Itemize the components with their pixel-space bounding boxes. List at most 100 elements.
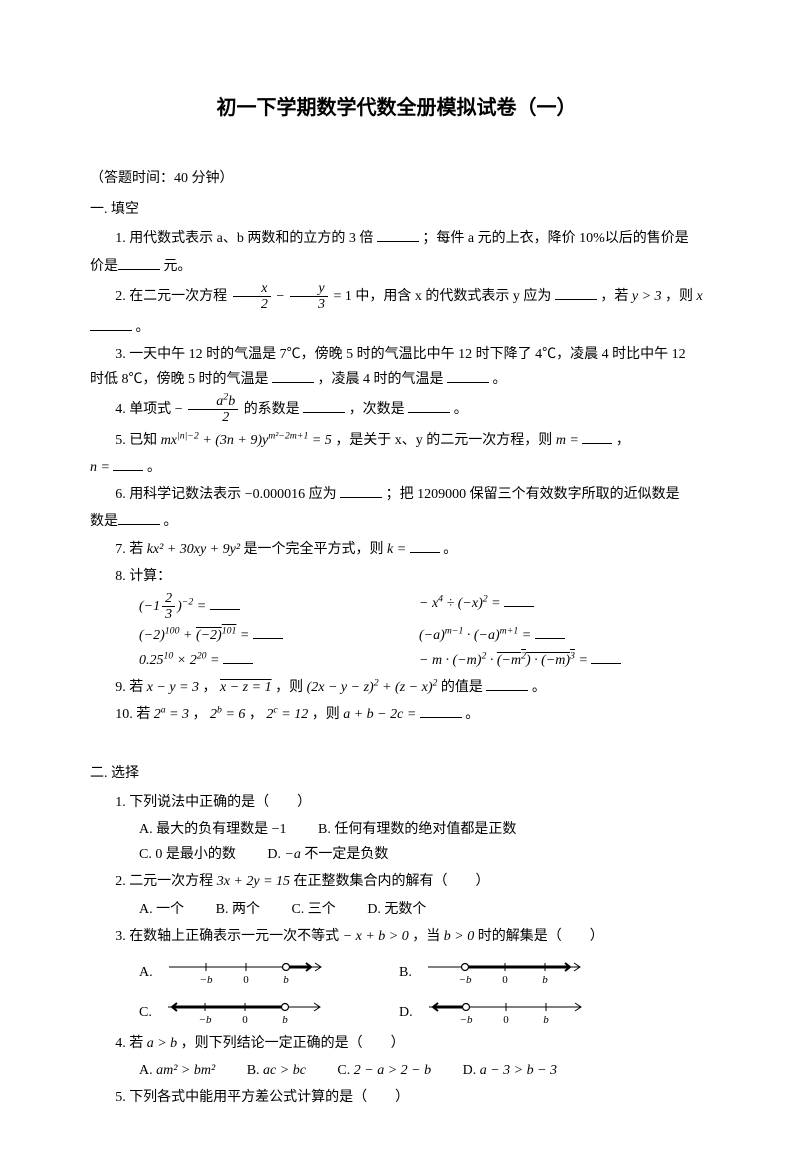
blank — [555, 285, 597, 300]
s2q4: 4. 若 a > b ，则下列结论一定正确的是（ ） — [90, 1031, 703, 1056]
q9-text-e: 。 — [532, 680, 546, 695]
q5-cont: n = 。 — [90, 455, 703, 480]
label-d: D. — [399, 1000, 413, 1025]
q9: 9. 若 x − y = 3 ， x − z = 1 ，则 (2x − y − … — [90, 675, 703, 700]
q8-r3: − m · (−m)2 · (−m2) · (−m)3 = — [419, 648, 703, 673]
svg-text:b: b — [543, 1014, 549, 1025]
q2-text-c: ，若 — [600, 289, 632, 304]
label-b: B. — [399, 960, 412, 985]
svg-text:−b: −b — [199, 974, 212, 985]
q10: 10. 若 2a = 3 ， 2b = 6 ， 2c = 12 ，则 a + b… — [90, 702, 703, 727]
q8-row1: (−123)−2 = − x4 ÷ (−x)2 = — [139, 591, 703, 623]
blank — [410, 538, 440, 553]
q6: 6. 用科学记数法表示 −0.000016 应为 ；把 1209000 保留三个… — [90, 482, 703, 507]
q8-row3: 0.2510 × 220 = − m · (−m)2 · (−m2) · (−m… — [139, 648, 703, 673]
opt-a: A. 一个 — [139, 897, 184, 922]
q6-text-d: 。 — [164, 514, 178, 529]
q4-text-a: 4. 单项式 — [115, 402, 175, 417]
q8-r1: − x4 ÷ (−x)2 = — [419, 591, 703, 623]
q2-cont: 。 — [90, 315, 703, 340]
opt-b: B. ac > bc — [247, 1058, 306, 1083]
s2q4-b: ，则下列结论一定正确的是（ ） — [181, 1036, 405, 1051]
s2q2-a: 2. 二元一次方程 — [115, 874, 217, 889]
svg-text:0: 0 — [503, 1014, 509, 1025]
blank — [272, 368, 314, 383]
q2-text-e: 。 — [136, 320, 150, 335]
svg-text:−b: −b — [198, 1014, 211, 1025]
blank — [340, 483, 382, 498]
q7-text-a: 7. 若 — [115, 542, 147, 557]
svg-text:0: 0 — [243, 974, 249, 985]
math: b > 0 — [444, 929, 474, 944]
math: 2b = 6 — [210, 707, 245, 722]
math: mx|n|−2 + (3n + 9)ym²−2m+1 = 5 — [161, 433, 332, 448]
opt-c: C. 0 是最小的数 — [139, 842, 236, 867]
q10-text-d: ，则 — [312, 707, 344, 722]
q3-text-b: ，凌晨 4 时的气温是 — [318, 372, 444, 387]
q8-l1: (−123)−2 = — [139, 591, 419, 623]
math-frac: a2b2 — [188, 394, 238, 426]
svg-text:−b: −b — [459, 1014, 472, 1025]
numberline-d-icon: −b 0 b — [421, 991, 591, 1025]
q2-text-b: 中，用含 x 的代数式表示 y 应为 — [355, 289, 551, 304]
s2q5: 5. 下列各式中能用平方差公式计算的是（ ） — [90, 1085, 703, 1110]
opt-c: C. 2 − a > 2 − b — [337, 1058, 431, 1083]
math-frac: x2 — [233, 281, 271, 313]
math: −0.000016 — [245, 487, 305, 502]
q3-text-c: 。 — [493, 372, 507, 387]
q6-cont: 数是 。 — [90, 509, 703, 534]
q4-text-b: 的系数是 — [244, 402, 300, 417]
s2q4-opts: A. am² > bm² B. ac > bc C. 2 − a > 2 − b… — [139, 1058, 703, 1083]
svg-text:b: b — [542, 974, 548, 985]
label-c: C. — [139, 1000, 152, 1025]
page-title: 初一下学期数学代数全册模拟试卷（一） — [90, 90, 703, 126]
blank — [447, 368, 489, 383]
math: x − z = 1 — [220, 680, 272, 695]
blank — [377, 227, 419, 242]
s2q3-row1: A. −b0b B. −b0b — [139, 951, 703, 985]
s2q3-row2: C. −b 0 b D. −b 0 b — [139, 991, 703, 1025]
svg-text:b: b — [283, 974, 289, 985]
q8-row2: (−2)100 + (−2)101 = (−a)m−1 · (−a)m+1 = — [139, 623, 703, 648]
opt-a: A. 最大的负有理数是 −1 — [139, 817, 287, 842]
opt-d: D. −a 不一定是负数 — [267, 842, 388, 867]
svg-text:0: 0 — [502, 974, 508, 985]
opt-b: B. 两个 — [216, 897, 260, 922]
q5: 5. 已知 mx|n|−2 + (3n + 9)ym²−2m+1 = 5 ，是关… — [90, 428, 703, 453]
q4-text-d: 。 — [454, 402, 468, 417]
opt-d: D. 无数个 — [367, 897, 426, 922]
math: 3x + 2y = 15 — [217, 874, 290, 889]
svg-text:−b: −b — [458, 974, 471, 985]
q9-text-c: ，则 — [275, 680, 307, 695]
q7-text-c: 。 — [443, 542, 457, 557]
q6-text-c: ；把 1209000 保留三个有效数字所取的近似数是 — [386, 487, 680, 502]
blank — [90, 316, 132, 331]
minus: − — [276, 289, 284, 304]
section-2-head: 二. 选择 — [90, 761, 703, 786]
q4: 4. 单项式 − a2b2 的系数是 ，次数是 。 — [90, 394, 703, 426]
q9-text-d: 的值是 — [441, 680, 483, 695]
q1: 1. 用代数式表示 a、b 两数和的立方的 3 倍 ；每件 a 元的上衣，降价 … — [90, 226, 703, 251]
q6-text-a: 6. 用科学记数法表示 — [115, 487, 245, 502]
blank — [118, 255, 160, 270]
q7-text-b: 是一个完全平方式，则 — [244, 542, 388, 557]
opt-b: B. 任何有理数的绝对值都是正数 — [318, 817, 516, 842]
q2: 2. 在二元一次方程 x2 − y3 = 1 中，用含 x 的代数式表示 y 应… — [90, 281, 703, 313]
blank — [420, 703, 462, 718]
math: (2x − y − z)2 + (z − x)2 — [307, 680, 438, 695]
opt-d: D. a − 3 > b − 3 — [463, 1058, 557, 1083]
s2q3-b: ，当 — [412, 929, 444, 944]
blank — [113, 456, 143, 471]
svg-text:0: 0 — [242, 1014, 248, 1025]
math: x − y = 3 — [147, 680, 199, 695]
q5-text-c: ， — [616, 433, 630, 448]
q8-l3: 0.2510 × 220 = — [139, 648, 419, 673]
q2-text-d: ，则 — [665, 289, 697, 304]
math: m = — [556, 433, 579, 448]
q5-text-d: 。 — [147, 460, 161, 475]
math: a + b − 2c = — [343, 707, 416, 722]
q10-text-a: 10. 若 — [115, 707, 154, 722]
numberline-a-icon: −b 0 b — [161, 951, 331, 985]
s2q3-a: 3. 在数轴上正确表示一元一次不等式 — [115, 929, 343, 944]
numberline-c-icon: −b0b — [160, 991, 330, 1025]
